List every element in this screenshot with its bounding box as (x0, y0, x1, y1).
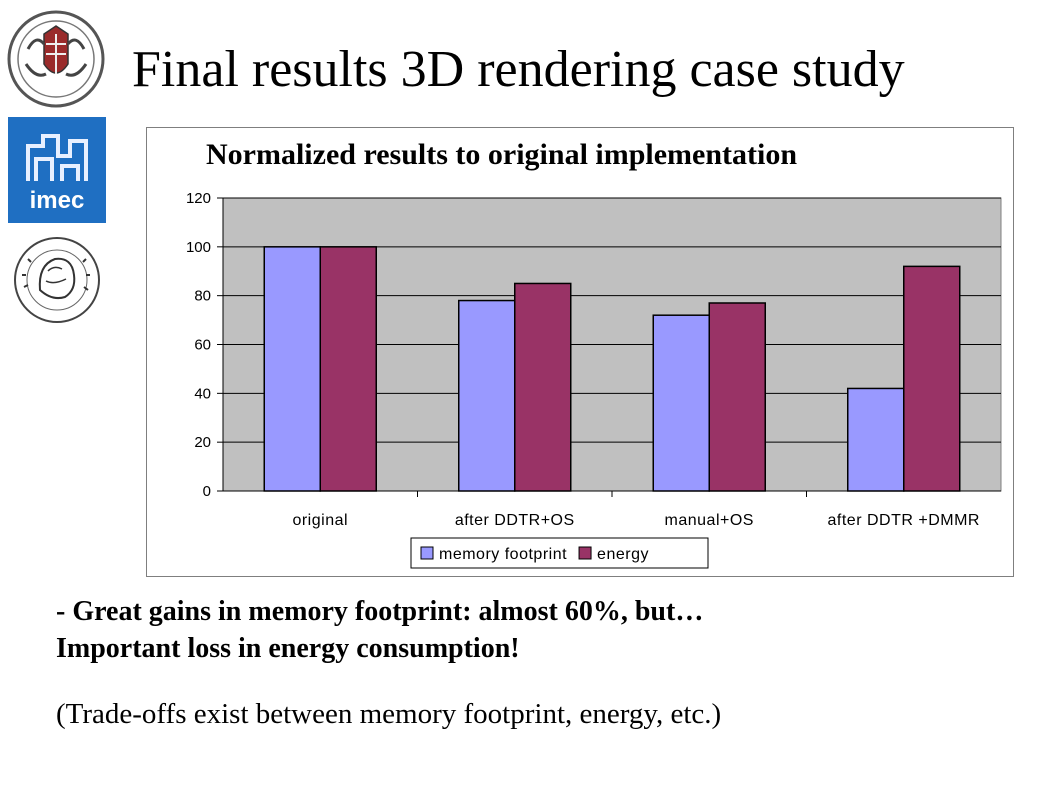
bar-chart: 0 20 40 60 80 100 120 original after DDTR+OS manu… (186, 190, 1002, 569)
bar-energy (514, 282, 572, 492)
imec-logo: imec (8, 117, 106, 223)
x-category-label: after DDTR+OS (455, 512, 575, 529)
imec-logo-text: imec (29, 187, 85, 214)
bar-energy (708, 302, 766, 492)
x-category-label: manual+OS (665, 512, 754, 529)
legend-label: energy (597, 546, 649, 563)
bullet-energy-loss: Important loss in energy consumption! (56, 633, 520, 664)
legend-label: memory footprint (439, 546, 567, 563)
legend-swatch (420, 546, 434, 560)
y-tick-label: 40 (194, 385, 211, 402)
y-tick-label: 60 (194, 337, 211, 354)
bar-memory-footprint (652, 314, 710, 492)
bar-memory-footprint (263, 246, 321, 492)
y-tick-label: 0 (203, 483, 211, 500)
university-seal-logo (6, 4, 106, 114)
university-crest-logo (10, 235, 104, 325)
bar-memory-footprint (458, 299, 516, 492)
x-category-label: after DDTR +DMMR (828, 512, 980, 529)
bar-energy (903, 265, 961, 492)
bullet-memory-gains: - Great gains in memory footprint: almos… (56, 596, 704, 627)
slide-title: Final results 3D rendering case study (132, 41, 905, 98)
y-tick-label: 80 (194, 288, 211, 305)
chart-frame: 0 20 40 60 80 100 120 original after DDTR+OS manu… (146, 127, 1014, 577)
legend-swatch (578, 546, 592, 560)
chart-title: Normalized results to original implement… (206, 138, 798, 171)
legend (410, 537, 709, 569)
bullet-trade-offs: (Trade-offs exist between memory footpri… (56, 698, 722, 730)
y-tick-label: 20 (194, 434, 211, 451)
y-tick-label: 100 (186, 239, 211, 256)
x-category-label: original (292, 512, 348, 529)
bar-energy (319, 246, 377, 492)
bar-memory-footprint (847, 387, 905, 492)
y-tick-label: 120 (186, 190, 211, 207)
